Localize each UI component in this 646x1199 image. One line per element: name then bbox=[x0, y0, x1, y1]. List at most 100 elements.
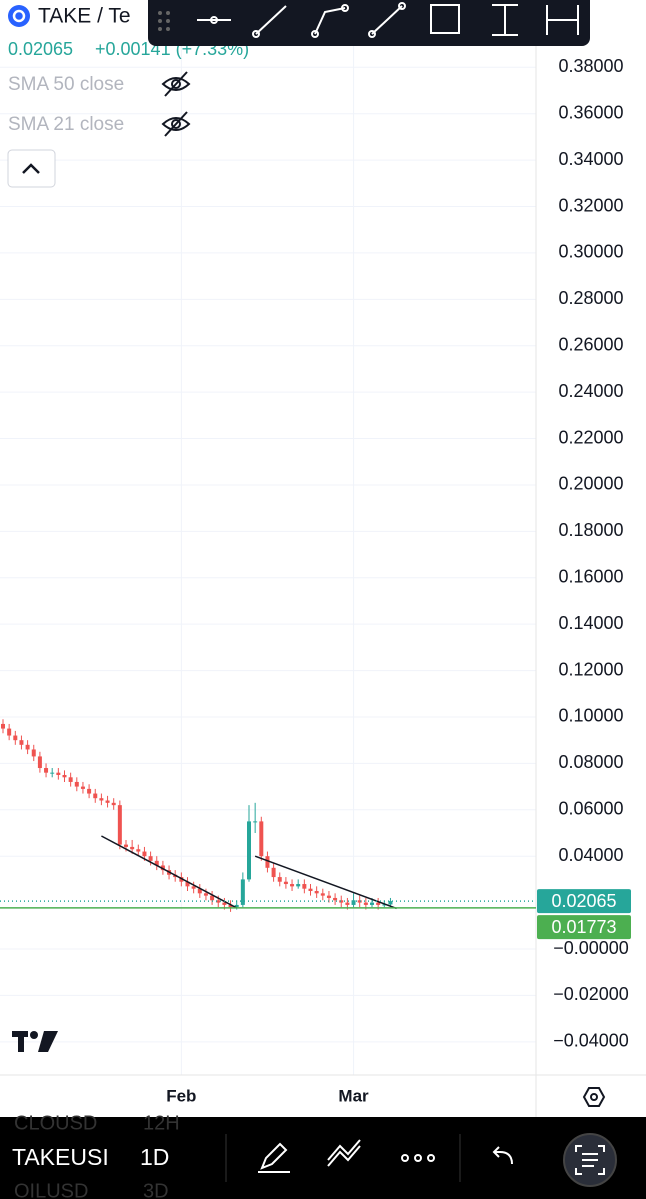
symbol-button[interactable]: TAKEUSI bbox=[12, 1144, 109, 1170]
y-tick-label: 0.24000 bbox=[558, 381, 623, 401]
candle-body bbox=[13, 735, 18, 741]
collapse-button[interactable] bbox=[7, 149, 56, 188]
candle-body bbox=[210, 895, 215, 901]
y-tick-label: 0.06000 bbox=[558, 799, 623, 819]
candle-body bbox=[99, 798, 104, 801]
candle-body bbox=[74, 781, 79, 787]
candle-body bbox=[290, 884, 295, 887]
tradingview-logo bbox=[12, 1031, 58, 1052]
candle-body bbox=[216, 900, 221, 903]
candle-body bbox=[1, 723, 5, 729]
candle-body bbox=[247, 821, 251, 880]
candle-body bbox=[283, 881, 288, 885]
candle-body bbox=[37, 756, 42, 769]
candle-body bbox=[130, 846, 135, 850]
interval-button[interactable]: 1D bbox=[140, 1144, 169, 1170]
candle-body bbox=[93, 793, 98, 799]
y-tick-label: 0.30000 bbox=[558, 242, 623, 262]
bottom-icons[interactable] bbox=[258, 1133, 617, 1187]
eye-off-icon[interactable] bbox=[161, 71, 191, 137]
y-tick-label: 0.34000 bbox=[558, 149, 623, 169]
candle-body bbox=[234, 904, 239, 908]
candle-body bbox=[228, 904, 233, 908]
trend-line bbox=[254, 855, 397, 910]
candle-body bbox=[382, 904, 387, 906]
y-tick-label: 0.04000 bbox=[558, 845, 623, 865]
candle-body bbox=[296, 884, 301, 887]
symbol-title[interactable]: TAKE / Te bbox=[38, 5, 131, 28]
x-tick-label: Mar bbox=[338, 1086, 369, 1105]
candle-body bbox=[111, 802, 116, 806]
price-tag bbox=[537, 915, 631, 940]
candle-body bbox=[154, 860, 159, 866]
y-tick-label: 0.18000 bbox=[558, 520, 623, 540]
settings-icon[interactable] bbox=[582, 1087, 606, 1107]
candle-body bbox=[117, 805, 122, 845]
candle-body bbox=[326, 895, 331, 898]
candle-body bbox=[179, 877, 184, 882]
symbol-logo bbox=[12, 9, 26, 23]
candle-body bbox=[302, 884, 307, 889]
symbol-logo bbox=[8, 5, 30, 27]
y-tick-label: −0.04000 bbox=[553, 1031, 629, 1051]
y-tick-label: 0.08000 bbox=[558, 752, 623, 772]
candle-body bbox=[363, 902, 368, 905]
candle-body bbox=[351, 900, 356, 905]
candle-body bbox=[333, 897, 338, 901]
ghost-text: OILUSD bbox=[14, 1180, 88, 1199]
candle-body bbox=[25, 744, 30, 750]
candle-body bbox=[376, 902, 381, 905]
candle-body bbox=[271, 867, 276, 878]
candle-body bbox=[370, 902, 374, 905]
candle-body bbox=[50, 772, 55, 774]
x-tick-label: Feb bbox=[166, 1086, 196, 1105]
candle-body bbox=[68, 777, 73, 782]
candle-body bbox=[222, 902, 227, 905]
candle-body bbox=[320, 893, 325, 896]
candle-body bbox=[357, 900, 362, 903]
candle-body bbox=[197, 888, 202, 894]
y-tick-label: −0.00000 bbox=[553, 938, 629, 958]
y-tick-label: 0.22000 bbox=[558, 427, 623, 447]
indicator-label[interactable]: SMA 21 close bbox=[8, 114, 124, 135]
price-tag-label: 0.01773 bbox=[551, 917, 616, 937]
indicator-label[interactable]: SMA 50 close bbox=[8, 74, 124, 95]
candle-body bbox=[124, 844, 128, 847]
candle-body bbox=[240, 879, 245, 905]
candle-body bbox=[142, 851, 147, 857]
candle-body bbox=[148, 856, 153, 861]
candle-body bbox=[136, 849, 141, 852]
price-axis: 0.38000 0.36000 0.34000 0.32000 0.30000 0.280… bbox=[537, 56, 631, 1051]
y-tick-label: 0.28000 bbox=[558, 288, 623, 308]
candle-body bbox=[56, 772, 61, 775]
candle-body bbox=[308, 888, 313, 891]
y-tick-label: 0.38000 bbox=[558, 56, 623, 76]
candle-body bbox=[339, 900, 344, 903]
candle-body bbox=[160, 865, 165, 871]
candle-body bbox=[19, 740, 24, 745]
candle-body bbox=[7, 728, 12, 736]
y-tick-label: 0.16000 bbox=[558, 567, 623, 587]
y-tick-label: 0.26000 bbox=[558, 334, 623, 354]
candle-body bbox=[62, 774, 67, 778]
y-tick-label: 0.20000 bbox=[558, 474, 623, 494]
trend-line bbox=[101, 835, 238, 909]
candle-body bbox=[253, 821, 258, 823]
candle-body bbox=[203, 893, 208, 896]
y-tick-label: 0.14000 bbox=[558, 613, 623, 633]
toolbar-icons[interactable] bbox=[158, 2, 579, 38]
y-tick-label: 0.32000 bbox=[558, 195, 623, 215]
candle-body bbox=[277, 877, 282, 882]
chevron-icon bbox=[22, 163, 40, 174]
ghost-text: 12H bbox=[143, 1112, 180, 1134]
y-tick-label: 0.12000 bbox=[558, 659, 623, 679]
candle-body bbox=[185, 881, 190, 887]
y-tick-label: 0.36000 bbox=[558, 102, 623, 122]
candle-body bbox=[314, 890, 319, 894]
candle-body bbox=[191, 886, 196, 889]
candle-body bbox=[265, 856, 270, 868]
bottom-bar bbox=[0, 1117, 646, 1199]
price-tag bbox=[537, 889, 631, 914]
